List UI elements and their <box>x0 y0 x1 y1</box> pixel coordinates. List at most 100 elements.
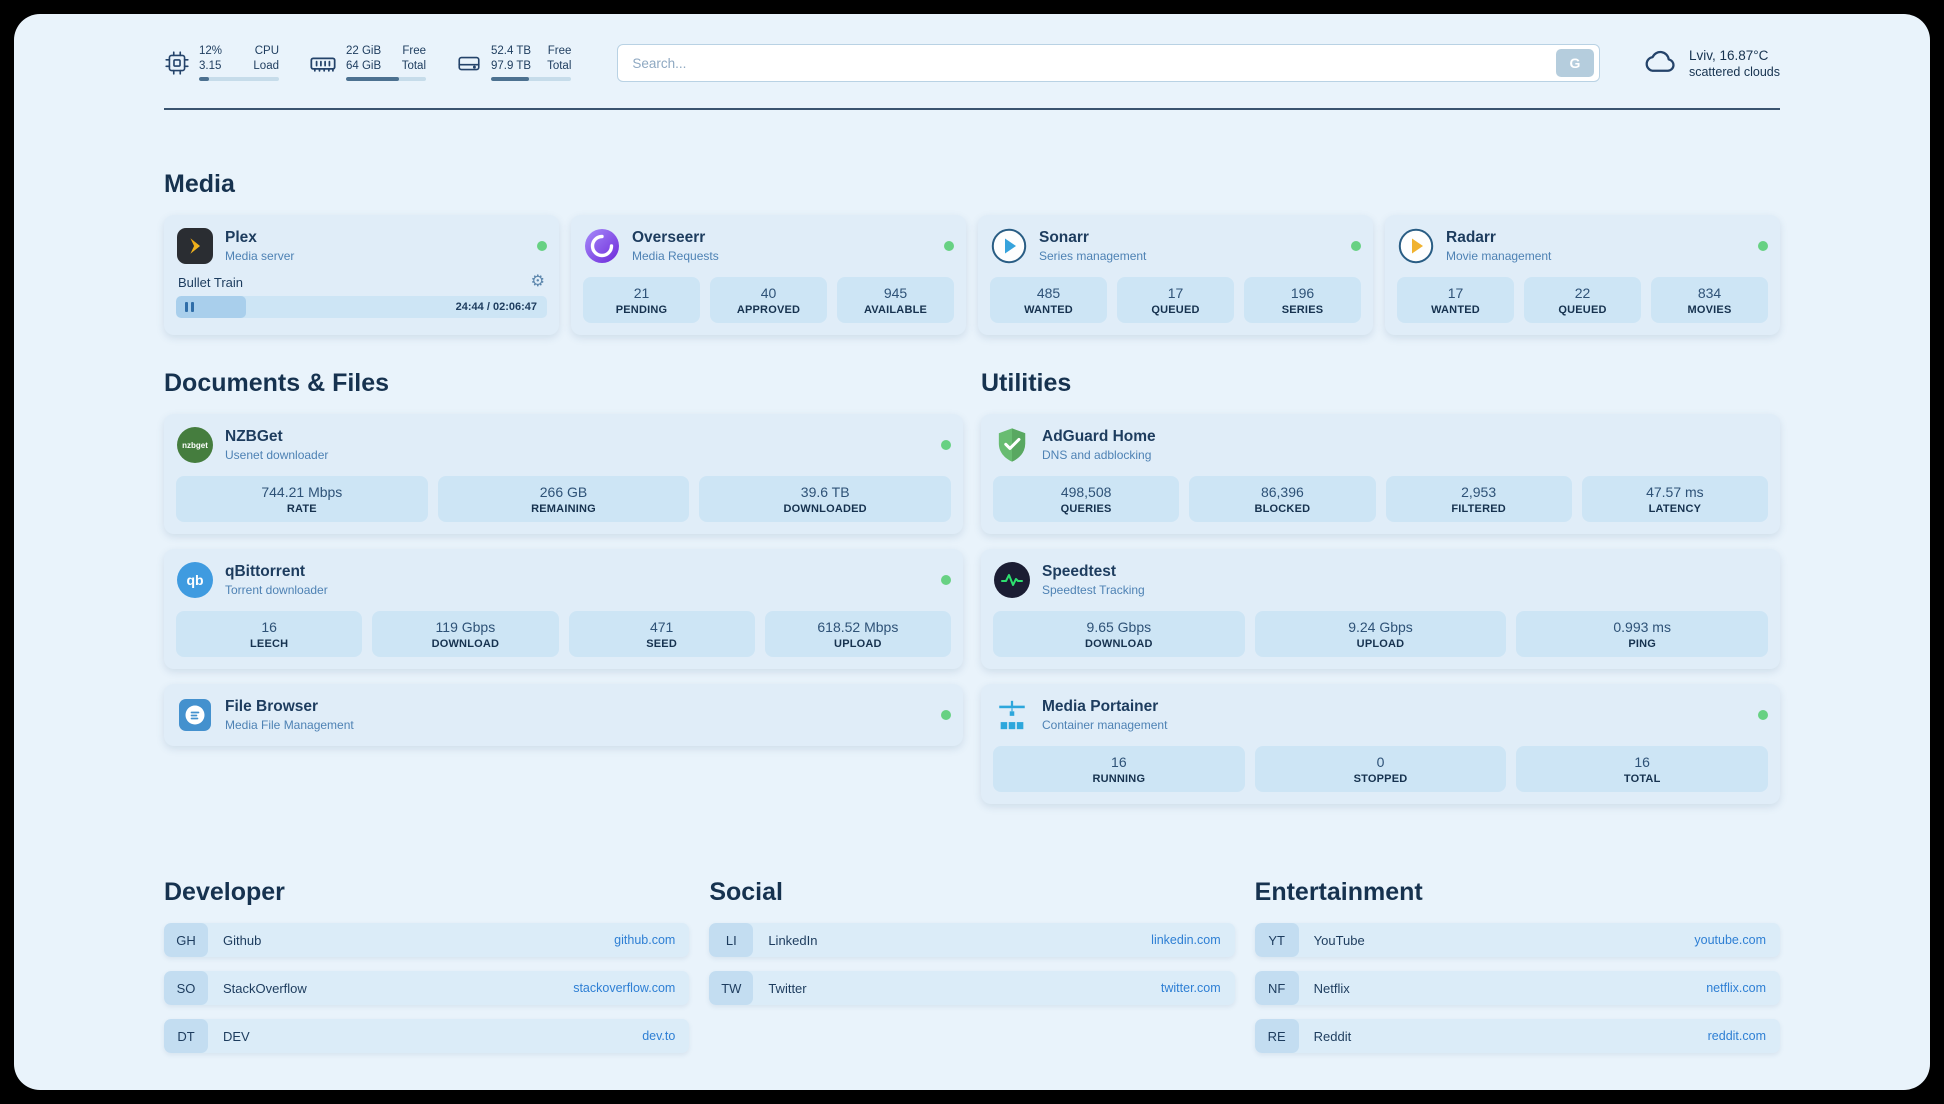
bookmark-dev[interactable]: DT DEV dev.to <box>164 1019 690 1053</box>
speedtest-icon <box>993 561 1031 599</box>
bookmark-url[interactable]: reddit.com <box>1707 1029 1766 1043</box>
bookmark-abbr: DT <box>164 1019 208 1053</box>
stat-series: 196 SERIES <box>1244 277 1361 323</box>
stat-movies: 834 MOVIES <box>1651 277 1768 323</box>
disk-usage-fill <box>491 77 529 81</box>
filebrowser-card[interactable]: File Browser Media File Management <box>164 684 963 746</box>
stat-ping: 0.993 ms PING <box>1516 611 1769 657</box>
bookmark-abbr: TW <box>709 971 754 1005</box>
bookmark-url[interactable]: youtube.com <box>1694 933 1766 947</box>
bookmark-twitter[interactable]: TW Twitter twitter.com <box>709 971 1235 1005</box>
bookmark-stackoverflow[interactable]: SO StackOverflow stackoverflow.com <box>164 971 690 1005</box>
app-name: Radarr <box>1446 229 1496 246</box>
bookmark-abbr: GH <box>164 923 208 957</box>
bookmark-youtube[interactable]: YT YouTube youtube.com <box>1254 923 1780 957</box>
plex-icon <box>176 227 214 265</box>
disk-total-value: 97.9 TB <box>491 60 532 72</box>
developer-section-title: Developer <box>164 878 285 906</box>
stat-upload: 9.24 Gbps UPLOAD <box>1254 611 1507 657</box>
stat-rate: 744.21 Mbps RATE <box>176 476 428 522</box>
bookmark-netflix[interactable]: NF Netflix netflix.com <box>1254 971 1780 1005</box>
sonarr-card[interactable]: Sonarr Series management 485 WANTED 17 Q… <box>978 215 1373 335</box>
documents-section-title: Documents & Files <box>164 369 390 397</box>
overseerr-icon <box>583 227 621 265</box>
app-name: NZBGet <box>225 428 283 445</box>
speedtest-card[interactable]: Speedtest Speedtest Tracking 9.65 Gbps D… <box>981 549 1780 669</box>
ram-total-label: Total <box>401 60 426 72</box>
entertainment-section-title: Entertainment <box>1254 878 1423 906</box>
app-subtitle: Media server <box>225 249 295 263</box>
bookmark-abbr: LI <box>709 923 754 957</box>
cpu-usage-fill <box>199 77 209 81</box>
status-dot <box>1758 710 1768 720</box>
app-name: Overseerr <box>632 229 706 246</box>
disk-total-label: Total <box>547 60 572 72</box>
playback-progress-bar[interactable]: 24:44 / 02:06:47 <box>176 296 547 318</box>
radarr-icon <box>1397 227 1435 265</box>
adguard-card[interactable]: AdGuard Home DNS and adblocking 498,508 … <box>981 414 1780 534</box>
stat-wanted: 485 WANTED <box>990 277 1107 323</box>
bookmark-github[interactable]: GH Github github.com <box>164 923 690 957</box>
stat-downloaded: 39.6 TB DOWNLOADED <box>699 476 952 522</box>
bookmark-url[interactable]: dev.to <box>642 1029 676 1043</box>
app-subtitle: Speedtest Tracking <box>1042 583 1145 597</box>
stat-seed: 471 SEED <box>568 611 755 657</box>
bookmark-abbr: NF <box>1254 971 1299 1005</box>
bookmark-url[interactable]: stackoverflow.com <box>573 981 676 995</box>
filebrowser-icon <box>176 696 214 734</box>
ram-usage-fill <box>346 77 399 81</box>
cloud-icon <box>1642 46 1678 81</box>
cpu-label: CPU <box>254 45 279 57</box>
cpu-percent: 12% <box>199 45 223 57</box>
weather-widget: Lviv, 16.87°C scattered clouds <box>1642 46 1780 81</box>
cpu-load-value: 3.15 <box>199 60 222 72</box>
ram-usage-bar <box>346 77 426 81</box>
ram-icon <box>309 49 337 77</box>
stat-stopped: 0 STOPPED <box>1254 746 1507 792</box>
bookmark-url[interactable]: twitter.com <box>1160 981 1221 995</box>
stat-download: 9.65 Gbps DOWNLOAD <box>993 611 1245 657</box>
ram-free-label: Free <box>402 45 426 57</box>
app-subtitle: Usenet downloader <box>225 448 329 462</box>
bookmark-name: Netflix <box>1313 980 1350 996</box>
disk-usage-bar <box>491 77 572 81</box>
top-bar: 12% 3.15 CPU Load <box>164 44 1780 82</box>
search-input[interactable] <box>632 55 1556 71</box>
status-dot <box>537 241 547 251</box>
bookmark-linkedin[interactable]: LI LinkedIn linkedin.com <box>709 923 1235 957</box>
app-name: File Browser <box>225 698 319 715</box>
cpu-chip-icon <box>164 50 190 76</box>
nzbget-card[interactable]: nzbget NZBGet Usenet downloader 744.21 M… <box>164 414 963 534</box>
google-search-button[interactable]: G <box>1555 49 1594 77</box>
qbittorrent-card[interactable]: qb qBittorrent Torrent downloader 16 LEE… <box>164 549 963 669</box>
status-dot <box>1351 241 1361 251</box>
cpu-usage-bar <box>199 77 279 81</box>
app-name: Plex <box>225 229 257 246</box>
radarr-card[interactable]: Radarr Movie management 17 WANTED 22 QUE… <box>1385 215 1780 335</box>
overseerr-card[interactable]: Overseerr Media Requests 21 PENDING 40 A… <box>571 215 966 335</box>
bookmark-url[interactable]: github.com <box>614 933 676 947</box>
bookmark-name: LinkedIn <box>768 932 818 948</box>
stat-blocked: 86,396 BLOCKED <box>1189 476 1376 522</box>
gear-icon[interactable]: ⚙ <box>530 273 545 290</box>
nzbget-icon: nzbget <box>176 426 214 464</box>
system-widgets: 12% 3.15 CPU Load <box>164 45 572 81</box>
pause-icon[interactable] <box>185 302 188 312</box>
stat-approved: 40 APPROVED <box>710 277 827 323</box>
entertainment-section: Entertainment YT YouTube youtube.com NF … <box>1254 878 1780 1053</box>
bookmark-name: Github <box>223 932 262 948</box>
app-name: qBittorrent <box>225 563 306 580</box>
stat-queries: 498,508 QUERIES <box>993 476 1180 522</box>
stat-leech: 16 LEECH <box>176 611 363 657</box>
sonarr-icon <box>990 227 1028 265</box>
bookmark-reddit[interactable]: RE Reddit reddit.com <box>1254 1019 1780 1053</box>
app-name: AdGuard Home <box>1042 428 1156 445</box>
bookmark-abbr: YT <box>1254 923 1299 957</box>
stat-filtered: 2,953 FILTERED <box>1385 476 1572 522</box>
playback-progress-fill <box>176 296 247 318</box>
social-section: Social LI LinkedIn linkedin.com TW Twitt… <box>709 878 1235 1053</box>
bookmark-url[interactable]: linkedin.com <box>1151 933 1221 947</box>
portainer-card[interactable]: Media Portainer Container management 16 … <box>981 684 1780 804</box>
bookmark-url[interactable]: netflix.com <box>1706 981 1766 995</box>
plex-card[interactable]: Plex Media server Bullet Train ⚙ <box>164 215 559 335</box>
